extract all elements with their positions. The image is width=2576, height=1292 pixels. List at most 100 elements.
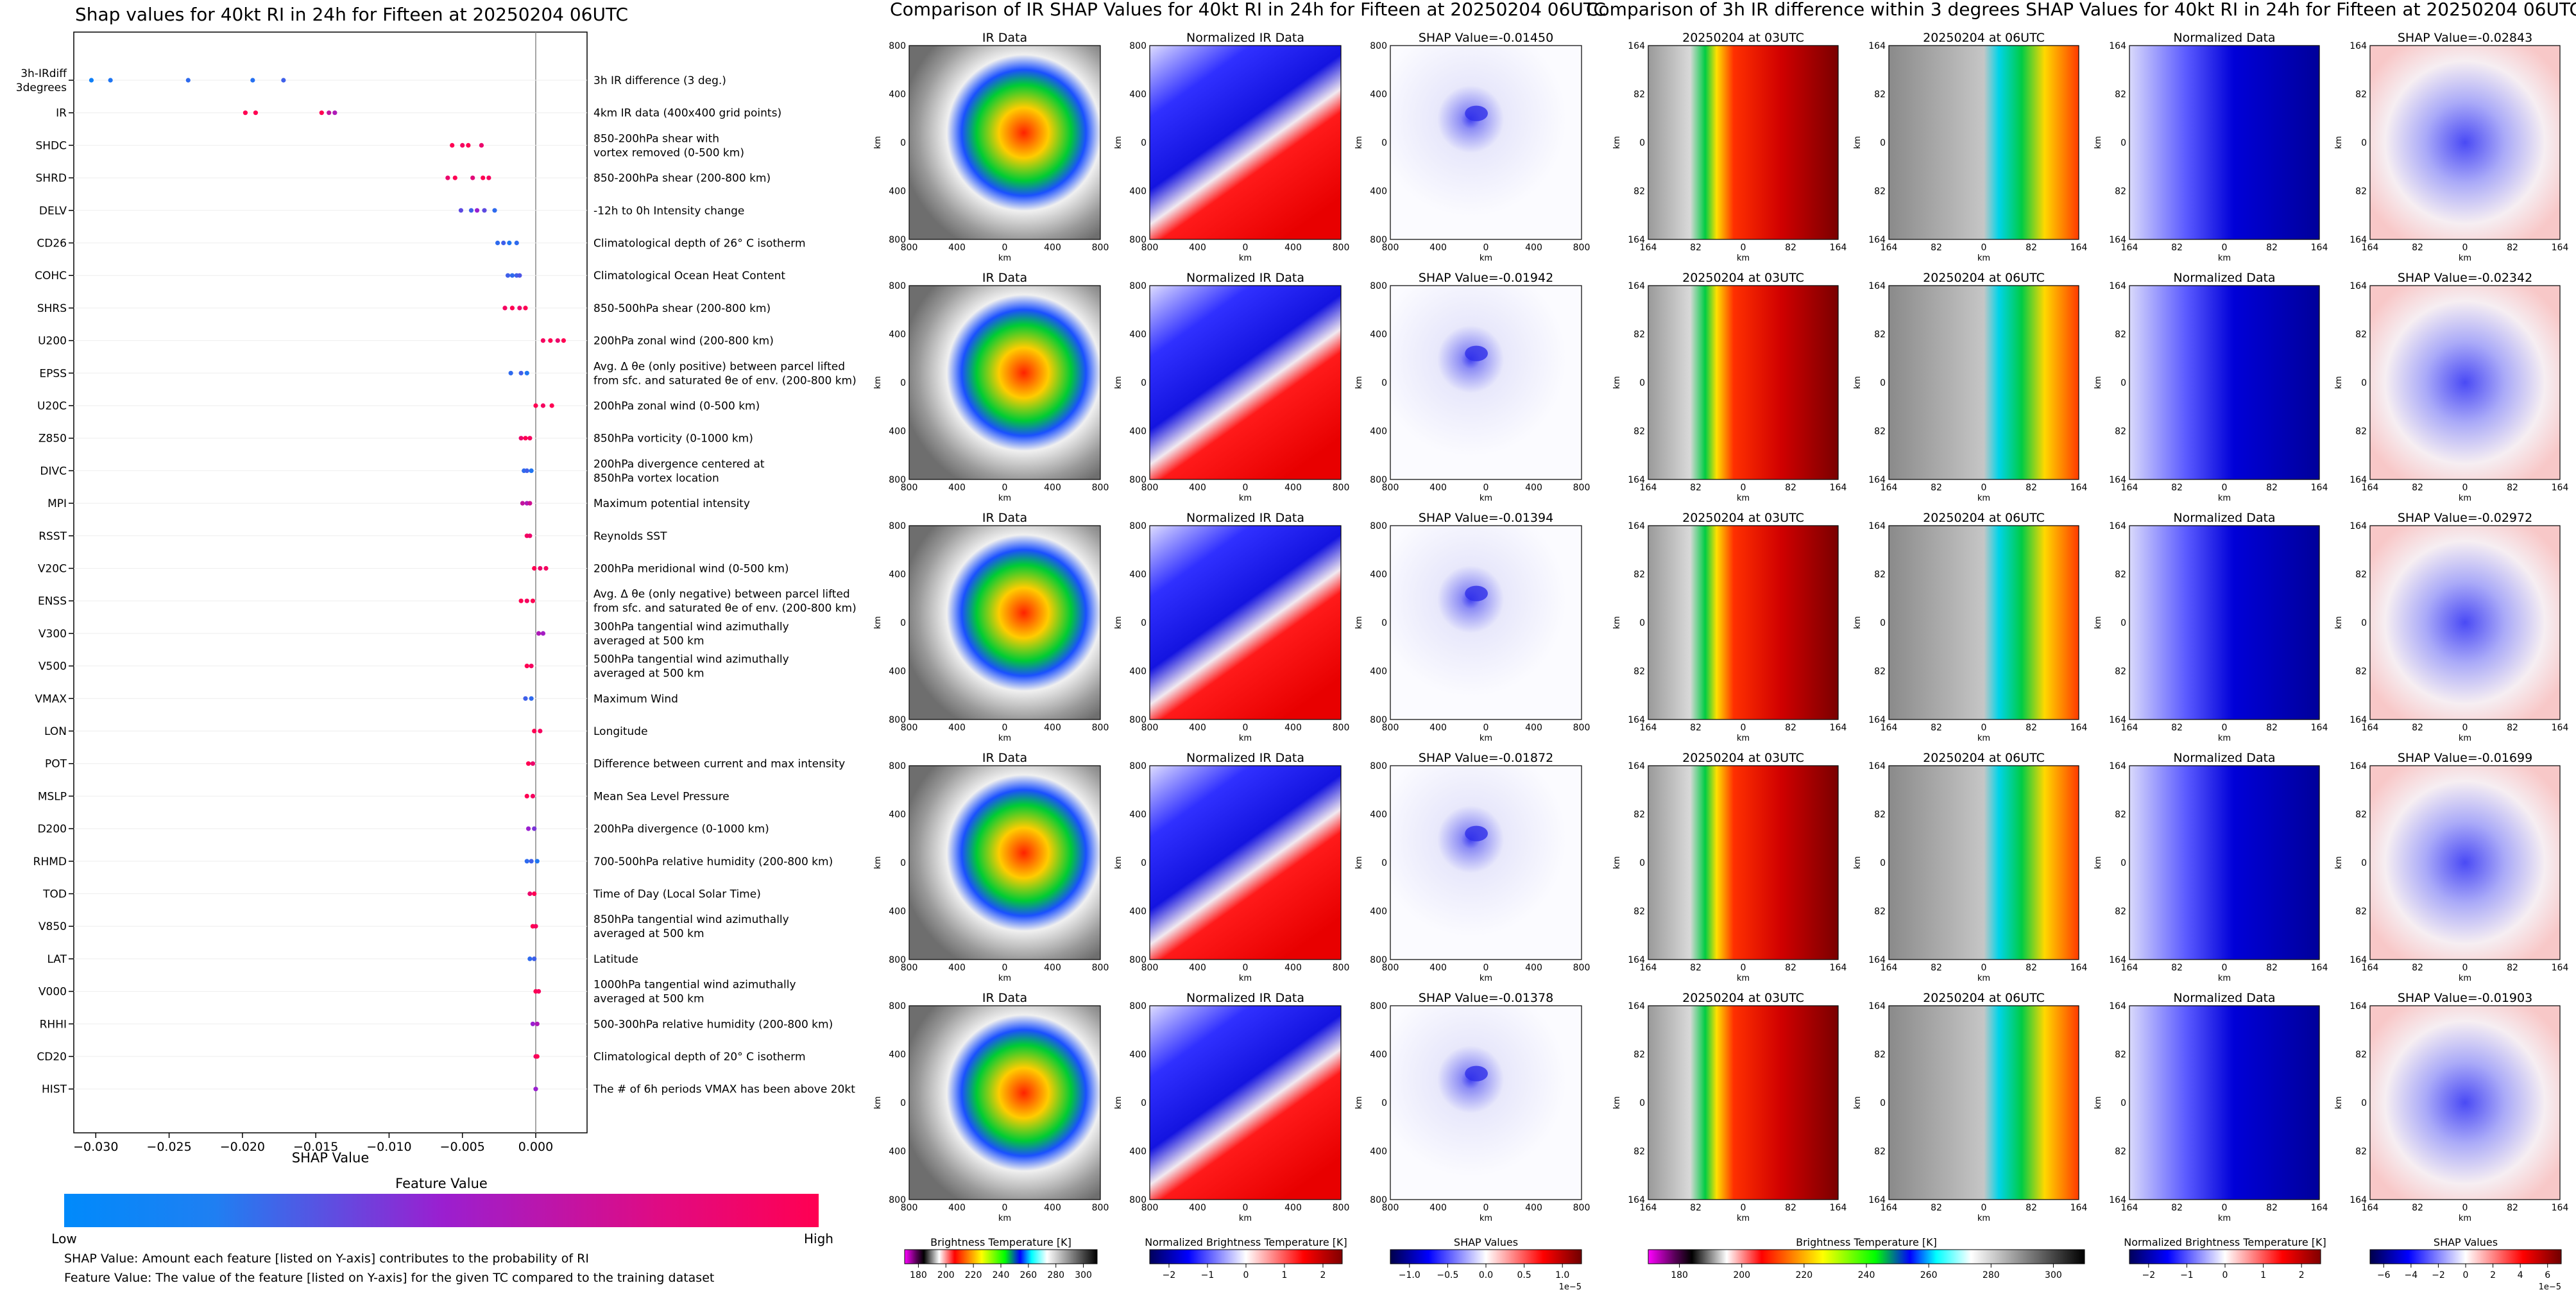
y-tick-label: 82 <box>2355 907 2367 917</box>
y-tick-label: 82 <box>2115 187 2126 197</box>
x-tick-label: 400 <box>1044 1203 1061 1213</box>
x-tick-label: 82 <box>2266 723 2278 733</box>
panel-image <box>1390 285 1582 480</box>
colorbar-tick-label: 0 <box>2463 1270 2469 1280</box>
y-tick-label: 0 <box>1880 378 1886 388</box>
panel-title: 20250204 at 03UTC <box>1682 991 1804 1005</box>
colorbar-tick-label: 280 <box>1983 1270 2000 1280</box>
y-tick-label: 82 <box>2115 667 2126 677</box>
feature-description: Time of Day (Local Solar Time) <box>593 888 761 901</box>
x-tick-label: 400 <box>1525 1203 1542 1213</box>
colorbar-tick-label: −2 <box>2142 1270 2155 1280</box>
y-tick-label: 400 <box>889 810 906 820</box>
x-tick-label: 0 <box>1002 723 1008 733</box>
feature-row: Z850 850hPa vorticity (0-1000 km) <box>38 433 753 445</box>
y-tick-label: 82 <box>1633 570 1645 580</box>
panel-image <box>908 1005 1101 1200</box>
y-tick-label: 164 <box>1868 761 1886 771</box>
x-tick-label: 800 <box>901 483 918 493</box>
x-tick-label: 164 <box>2552 483 2569 493</box>
x-tick-label: 82 <box>2026 723 2037 733</box>
feature-name: V500 <box>38 660 67 673</box>
shap-core <box>1465 1065 1488 1081</box>
y-tick-label: 800 <box>1370 281 1387 291</box>
feature-gridlines <box>74 80 587 1090</box>
shap-point <box>518 436 524 441</box>
shap-point <box>520 501 525 506</box>
y-tick-label: 82 <box>1874 570 1886 580</box>
y-tick-label: 800 <box>1370 715 1387 725</box>
x-tick-label: 82 <box>2026 963 2037 973</box>
y-axis-label: km <box>1612 856 1622 869</box>
x-tick-label: 82 <box>2412 243 2423 253</box>
x-tick-label: 800 <box>1141 723 1159 733</box>
x-tick-label: 800 <box>1141 483 1159 493</box>
panel-image <box>2129 1005 2320 1200</box>
x-axis-label: km <box>998 974 1011 983</box>
colorbar-tick-label: 260 <box>1019 1270 1037 1280</box>
y-tick-label: 164 <box>2350 281 2367 291</box>
y-tick-label: 400 <box>1129 187 1147 197</box>
panel-title: 20250204 at 06UTC <box>1923 271 2045 285</box>
y-tick-label: 800 <box>1370 761 1387 771</box>
feature-description: Climatological depth of 20° C isotherm <box>593 1051 806 1064</box>
x-tick-label: −0.005 <box>440 1140 485 1154</box>
y-axis-label: km <box>1612 616 1622 629</box>
colorbar-tick-label: −4 <box>2405 1270 2418 1280</box>
panel-title: SHAP Value=-0.02972 <box>2398 511 2532 525</box>
feature-row: V850 850hPa tangential wind azimuthally av… <box>38 913 789 940</box>
x-tick-label: 400 <box>1429 483 1447 493</box>
y-tick-label: 800 <box>889 1001 906 1012</box>
feature-description: 850hPa vorticity (0-1000 km) <box>593 433 753 445</box>
panel-image <box>1149 285 1342 480</box>
feature-row: TOD Time of Day (Local Solar Time) <box>42 888 761 901</box>
y-tick-label: 164 <box>1868 1001 1886 1012</box>
shap-point <box>523 436 528 441</box>
x-tick-label: 164 <box>1881 1203 1898 1213</box>
feature-name: RHMD <box>33 856 67 868</box>
feature-description: 200hPa divergence centered at 850hPa vort… <box>593 458 765 485</box>
feature-row: DELV -12h to 0h Intensity change <box>39 205 744 218</box>
y-tick-label: 82 <box>2355 1147 2367 1157</box>
x-tick-label: 164 <box>2311 723 2328 733</box>
y-axis-label: km <box>1612 1096 1622 1109</box>
irdiff-panel-grid: 20250204 at 03UTC 164 82 0 82 164 164 82 0 82 164 k… <box>1612 31 2568 1223</box>
y-tick-label: 164 <box>1628 41 1645 51</box>
feature-row: RHHI 500-300hPa relative humidity (200-80… <box>40 1018 833 1031</box>
feature-description: 850-500hPa shear (200-800 km) <box>593 302 771 315</box>
x-tick-label: 800 <box>901 963 918 973</box>
y-tick-label: 164 <box>1628 955 1645 965</box>
y-tick-label: 0 <box>1880 618 1886 628</box>
y-tick-label: 0 <box>2361 1098 2367 1108</box>
shap-point <box>514 240 519 246</box>
colorbar-tick-label: −1 <box>2180 1270 2194 1280</box>
y-tick-label: 82 <box>1633 810 1645 820</box>
y-tick-label: 800 <box>889 955 906 965</box>
y-tick-label: 0 <box>1381 138 1387 148</box>
shap-chart-title: Shap values for 40kt RI in 24h for Fifte… <box>75 4 628 25</box>
panel-title: 20250204 at 06UTC <box>1923 991 2045 1005</box>
y-tick-label: 164 <box>1628 715 1645 725</box>
y-tick-label: 400 <box>889 907 906 917</box>
x-tick-label: 400 <box>948 1203 966 1213</box>
y-tick-label: 164 <box>2350 521 2367 531</box>
shap-point <box>507 240 512 246</box>
y-tick-label: 400 <box>1129 810 1147 820</box>
x-tick-label: 400 <box>1189 1203 1206 1213</box>
panel-image <box>2129 45 2320 240</box>
y-tick-label: 0 <box>1141 378 1147 388</box>
shap-point <box>536 989 542 994</box>
y-tick-label: 0 <box>2120 378 2126 388</box>
shap-point <box>452 175 457 180</box>
y-axis-label: km <box>1114 1096 1123 1109</box>
feature-description: 3h IR difference (3 deg.) <box>593 74 726 87</box>
shap-point <box>532 728 537 734</box>
feature-row: EPSS Avg. Δ θe (only positive) between pa… <box>39 360 856 387</box>
x-axis-label: km <box>1977 974 1990 983</box>
x-axis-label: km <box>1480 494 1492 503</box>
shap-point <box>281 78 286 83</box>
